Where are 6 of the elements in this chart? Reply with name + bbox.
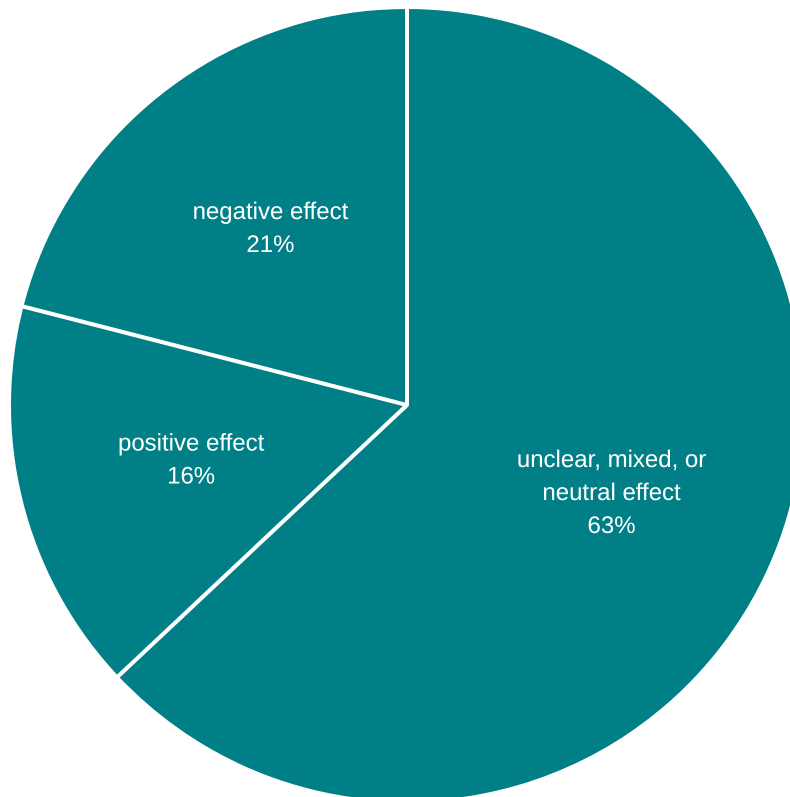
data-label: 21% bbox=[246, 231, 294, 258]
slice-label: negative effect bbox=[192, 198, 349, 226]
slice-label: positive effect bbox=[118, 430, 265, 457]
data-label: 63% bbox=[588, 512, 636, 540]
slice-label: unclear, mixed, or neutral effect bbox=[516, 446, 706, 506]
data-label: 16% bbox=[167, 462, 216, 490]
